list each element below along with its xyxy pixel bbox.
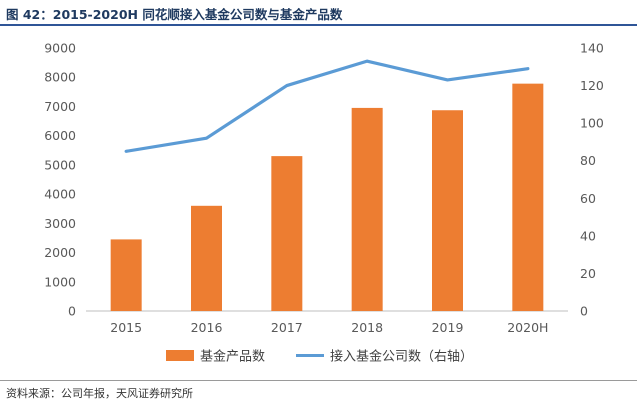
source-rule — [0, 380, 637, 381]
bar — [271, 156, 303, 311]
bar — [432, 110, 463, 311]
legend-line-label: 接入基金公司数（右轴） — [330, 349, 473, 365]
right-tick-label: 120 — [580, 78, 604, 93]
right-tick-label: 20 — [580, 266, 596, 281]
series-line — [124, 59, 530, 153]
legend-bar-label: 基金产品数 — [200, 349, 265, 365]
title-rule — [0, 24, 637, 26]
left-tick-label: 7000 — [44, 99, 76, 114]
x-tick-label: 2020H — [507, 320, 548, 335]
left-axis-ticks: 0 1000 2000 3000 4000 5000 6000 7000 8000 9000 — [44, 41, 76, 319]
left-tick-label: 6000 — [44, 128, 76, 143]
x-tick-label: 2016 — [191, 320, 223, 335]
source-note: 资料来源：公司年报，天风证券研究所 — [6, 387, 193, 400]
x-tick-label: 2018 — [351, 320, 383, 335]
bar — [512, 83, 544, 311]
legend-bar-swatch — [166, 350, 194, 361]
legend: 基金产品数 接入基金公司数（右轴） — [166, 349, 473, 365]
bar-series — [110, 83, 544, 312]
left-tick-label: 1000 — [44, 274, 76, 289]
right-axis-ticks: 0 20 40 60 80 100 120 140 — [580, 41, 604, 319]
left-tick-label: 9000 — [44, 41, 76, 56]
right-tick-label: 140 — [580, 41, 604, 56]
x-tick-label: 2019 — [432, 320, 464, 335]
right-tick-label: 40 — [580, 228, 596, 243]
bar — [351, 107, 383, 312]
bar — [110, 239, 142, 311]
right-tick-label: 60 — [580, 191, 596, 206]
left-tick-label: 0 — [68, 304, 76, 319]
right-tick-label: 100 — [580, 116, 604, 131]
line-series — [124, 59, 530, 153]
left-tick-label: 5000 — [44, 157, 76, 172]
left-tick-label: 2000 — [44, 245, 76, 260]
figure-title: 图 42：2015-2020H 同花顺接入基金公司数与基金产品数 — [6, 7, 343, 22]
x-tick-label: 2015 — [110, 320, 142, 335]
left-tick-label: 3000 — [44, 216, 76, 231]
bar — [191, 205, 222, 311]
x-axis-ticks: 2015 2016 2017 2018 2019 2020H — [110, 320, 548, 335]
left-tick-label: 4000 — [44, 187, 76, 202]
right-tick-label: 0 — [580, 304, 588, 319]
left-tick-label: 8000 — [44, 70, 76, 85]
x-tick-label: 2017 — [271, 320, 303, 335]
right-tick-label: 80 — [580, 153, 596, 168]
